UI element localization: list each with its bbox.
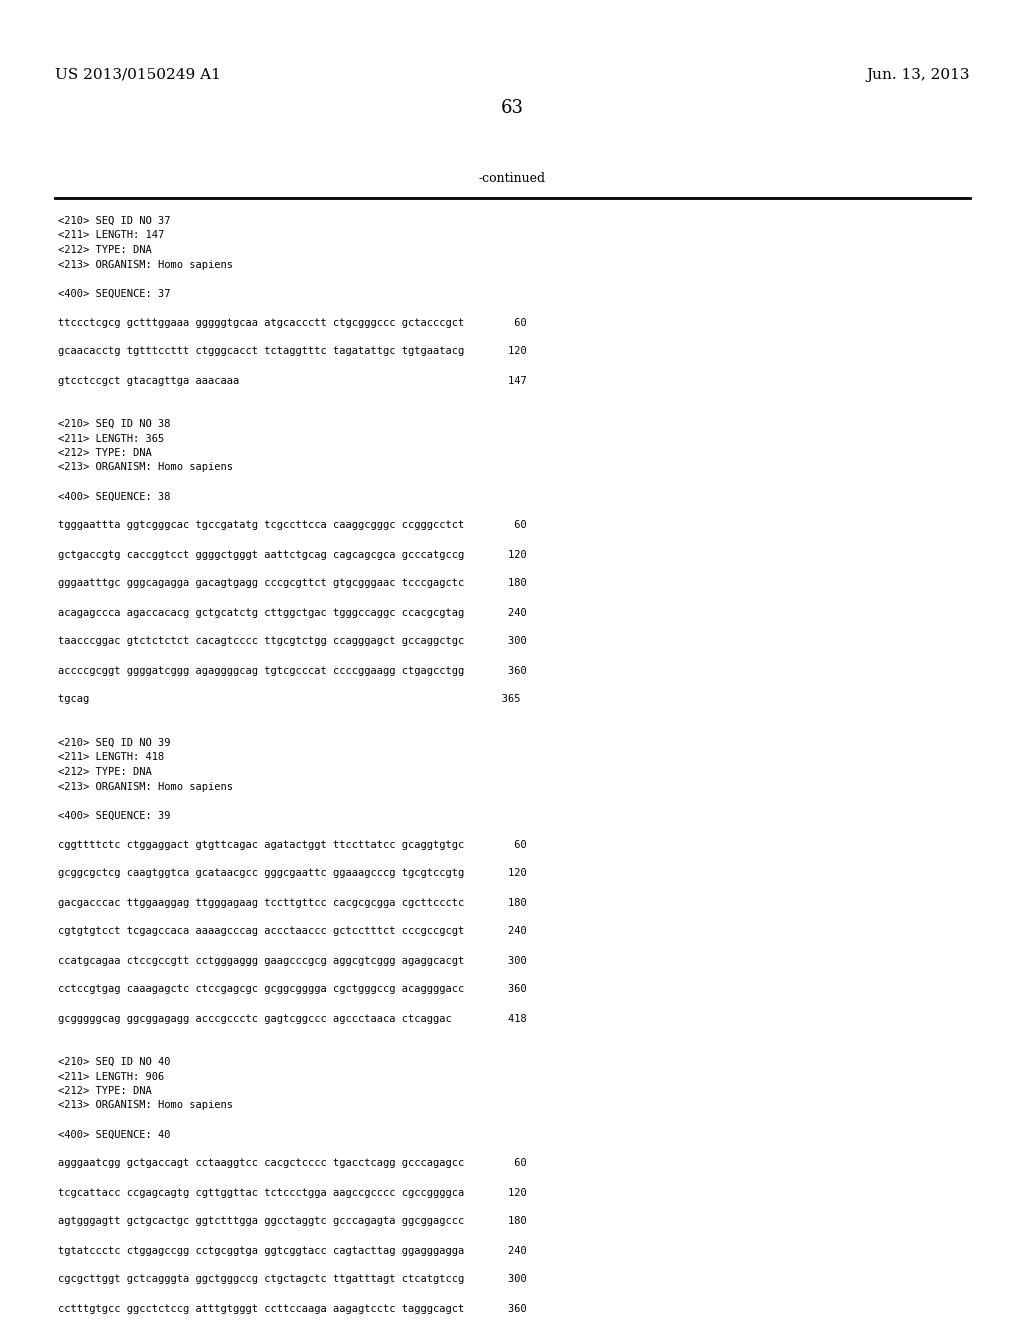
Text: ttccctcgcg gctttggaaa gggggtgcaa atgcaccctt ctgcgggccc gctacccgct        60: ttccctcgcg gctttggaaa gggggtgcaa atgcacc…	[58, 318, 526, 327]
Text: cggttttctc ctggaggact gtgttcagac agatactggt ttccttatcc gcaggtgtgc        60: cggttttctc ctggaggact gtgttcagac agatact…	[58, 840, 526, 850]
Text: <212> TYPE: DNA: <212> TYPE: DNA	[58, 447, 152, 458]
Text: tcgcattacc ccgagcagtg cgttggttac tctccctgga aagccgcccc cgccggggca       120: tcgcattacc ccgagcagtg cgttggttac tctccct…	[58, 1188, 526, 1197]
Text: US 2013/0150249 A1: US 2013/0150249 A1	[55, 69, 221, 82]
Text: <211> LENGTH: 906: <211> LENGTH: 906	[58, 1072, 164, 1081]
Text: tgggaattta ggtcgggcac tgccgatatg tcgccttcca caaggcgggc ccgggcctct        60: tgggaattta ggtcgggcac tgccgatatg tcgcctt…	[58, 520, 526, 531]
Text: taacccggac gtctctctct cacagtcccc ttgcgtctgg ccagggagct gccaggctgc       300: taacccggac gtctctctct cacagtcccc ttgcgtc…	[58, 636, 526, 647]
Text: <213> ORGANISM: Homo sapiens: <213> ORGANISM: Homo sapiens	[58, 462, 233, 473]
Text: gcgggggcag ggcggagagg acccgccctc gagtcggccc agccctaaca ctcaggac         418: gcgggggcag ggcggagagg acccgccctc gagtcgg…	[58, 1014, 526, 1023]
Text: acagagccca agaccacacg gctgcatctg cttggctgac tgggccaggc ccacgcgtag       240: acagagccca agaccacacg gctgcatctg cttggct…	[58, 607, 526, 618]
Text: gggaatttgc gggcagagga gacagtgagg cccgcgttct gtgcgggaac tcccgagctc       180: gggaatttgc gggcagagga gacagtgagg cccgcgt…	[58, 578, 526, 589]
Text: <400> SEQUENCE: 39: <400> SEQUENCE: 39	[58, 810, 171, 821]
Text: <212> TYPE: DNA: <212> TYPE: DNA	[58, 246, 152, 255]
Text: accccgcggt ggggatcggg agaggggcag tgtcgcccat ccccggaagg ctgagcctgg       360: accccgcggt ggggatcggg agaggggcag tgtcgcc…	[58, 665, 526, 676]
Text: <400> SEQUENCE: 38: <400> SEQUENCE: 38	[58, 491, 171, 502]
Text: <400> SEQUENCE: 40: <400> SEQUENCE: 40	[58, 1130, 171, 1139]
Text: <211> LENGTH: 365: <211> LENGTH: 365	[58, 433, 164, 444]
Text: <213> ORGANISM: Homo sapiens: <213> ORGANISM: Homo sapiens	[58, 1101, 233, 1110]
Text: -continued: -continued	[478, 172, 546, 185]
Text: cgtgtgtcct tcgagccaca aaaagcccag accctaaccc gctcctttct cccgccgcgt       240: cgtgtgtcct tcgagccaca aaaagcccag accctaa…	[58, 927, 526, 936]
Text: <210> SEQ ID NO 37: <210> SEQ ID NO 37	[58, 216, 171, 226]
Text: <212> TYPE: DNA: <212> TYPE: DNA	[58, 767, 152, 777]
Text: tgcag                                                                  365: tgcag 365	[58, 694, 520, 705]
Text: <213> ORGANISM: Homo sapiens: <213> ORGANISM: Homo sapiens	[58, 781, 233, 792]
Text: gctgaccgtg caccggtcct ggggctgggt aattctgcag cagcagcgca gcccatgccg       120: gctgaccgtg caccggtcct ggggctgggt aattctg…	[58, 549, 526, 560]
Text: cgcgcttggt gctcagggta ggctgggccg ctgctagctc ttgatttagt ctcatgtccg       300: cgcgcttggt gctcagggta ggctgggccg ctgctag…	[58, 1275, 526, 1284]
Text: <210> SEQ ID NO 40: <210> SEQ ID NO 40	[58, 1057, 171, 1067]
Text: agggaatcgg gctgaccagt cctaaggtcc cacgctcccc tgacctcagg gcccagagcc        60: agggaatcgg gctgaccagt cctaaggtcc cacgctc…	[58, 1159, 526, 1168]
Text: cctttgtgcc ggcctctccg atttgtgggt ccttccaaga aagagtcctc tagggcagct       360: cctttgtgcc ggcctctccg atttgtgggt ccttcca…	[58, 1304, 526, 1313]
Text: <211> LENGTH: 418: <211> LENGTH: 418	[58, 752, 164, 763]
Text: ccatgcagaa ctccgccgtt cctgggaggg gaagcccgcg aggcgtcggg agaggcacgt       300: ccatgcagaa ctccgccgtt cctgggaggg gaagccc…	[58, 956, 526, 965]
Text: <210> SEQ ID NO 38: <210> SEQ ID NO 38	[58, 418, 171, 429]
Text: agtgggagtt gctgcactgc ggtctttgga ggcctaggtc gcccagagta ggcggagccc       180: agtgggagtt gctgcactgc ggtctttgga ggcctag…	[58, 1217, 526, 1226]
Text: tgtatccctc ctggagccgg cctgcggtga ggtcggtacc cagtacttag ggagggagga       240: tgtatccctc ctggagccgg cctgcggtga ggtcggt…	[58, 1246, 526, 1255]
Text: cctccgtgag caaagagctc ctccgagcgc gcggcgggga cgctgggccg acaggggacc       360: cctccgtgag caaagagctc ctccgagcgc gcggcgg…	[58, 985, 526, 994]
Text: <213> ORGANISM: Homo sapiens: <213> ORGANISM: Homo sapiens	[58, 260, 233, 269]
Text: gcggcgctcg caagtggtca gcataacgcc gggcgaattc ggaaagcccg tgcgtccgtg       120: gcggcgctcg caagtggtca gcataacgcc gggcgaa…	[58, 869, 526, 879]
Text: gtcctccgct gtacagttga aaacaaa                                           147: gtcctccgct gtacagttga aaacaaa 147	[58, 375, 526, 385]
Text: gacgacccac ttggaaggag ttgggagaag tccttgttcc cacgcgcgga cgcttccctc       180: gacgacccac ttggaaggag ttgggagaag tccttgt…	[58, 898, 526, 908]
Text: Jun. 13, 2013: Jun. 13, 2013	[866, 69, 970, 82]
Text: <211> LENGTH: 147: <211> LENGTH: 147	[58, 231, 164, 240]
Text: gcaacacctg tgtttccttt ctgggcacct tctaggtttc tagatattgc tgtgaatacg       120: gcaacacctg tgtttccttt ctgggcacct tctaggt…	[58, 346, 526, 356]
Text: 63: 63	[501, 99, 523, 117]
Text: <212> TYPE: DNA: <212> TYPE: DNA	[58, 1086, 152, 1096]
Text: <210> SEQ ID NO 39: <210> SEQ ID NO 39	[58, 738, 171, 748]
Text: <400> SEQUENCE: 37: <400> SEQUENCE: 37	[58, 289, 171, 298]
